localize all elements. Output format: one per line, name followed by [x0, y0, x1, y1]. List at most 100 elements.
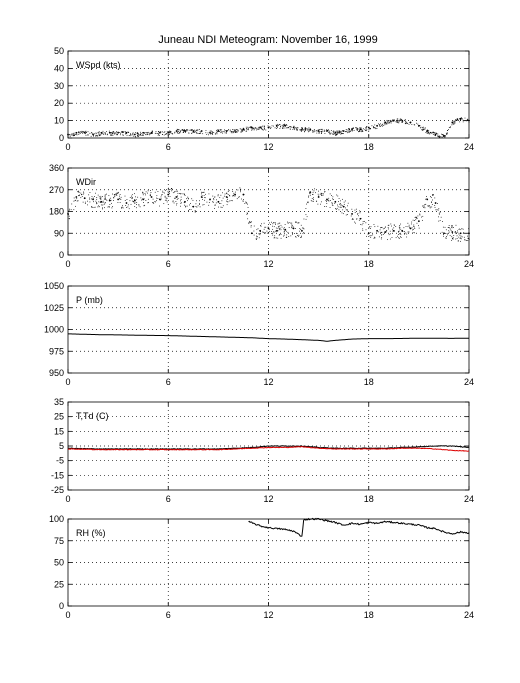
data-dot: [208, 134, 209, 136]
data-dot: [166, 131, 168, 133]
data-dot: [454, 231, 456, 233]
data-dot: [330, 133, 331, 135]
data-dot: [301, 227, 303, 229]
data-dot: [73, 200, 75, 202]
data-dot: [263, 128, 265, 130]
y-tick-label: -25: [51, 485, 64, 495]
data-dot: [272, 228, 274, 230]
data-dot: [232, 129, 233, 131]
data-dot: [179, 193, 181, 195]
data-dot: [461, 228, 463, 229]
data-dot: [230, 131, 232, 133]
data-dot: [83, 191, 84, 193]
data-dot: [327, 199, 329, 201]
data-dot: [341, 212, 343, 214]
data-dot: [129, 135, 131, 137]
data-dot: [234, 191, 236, 193]
data-dot: [93, 207, 95, 209]
x-tick-label: 6: [166, 142, 171, 152]
data-dot: [333, 130, 335, 132]
data-dot: [142, 134, 144, 136]
data-dot: [365, 127, 367, 129]
data-dot: [375, 128, 377, 130]
x-tick-label: 0: [65, 610, 70, 620]
data-dot: [455, 238, 457, 240]
data-dot: [300, 130, 302, 131]
data-dot: [103, 198, 105, 200]
data-dot: [226, 199, 228, 200]
data-dot: [386, 229, 388, 231]
data-dot: [464, 239, 465, 241]
data-dot: [335, 208, 336, 209]
data-dot: [208, 202, 210, 203]
data-dot: [338, 132, 339, 134]
data-dot: [390, 120, 392, 122]
y-tick-label: -5: [56, 456, 64, 466]
data-dot: [458, 233, 460, 235]
data-dot: [132, 132, 134, 134]
data-dot: [431, 206, 433, 208]
data-dot: [400, 233, 402, 235]
data-dot: [174, 197, 176, 199]
data-dot: [398, 230, 400, 232]
data-dot: [420, 126, 422, 128]
data-dot: [316, 132, 318, 134]
data-dot: [340, 133, 342, 135]
data-dot: [341, 130, 343, 132]
data-dot: [95, 132, 97, 134]
data-dot: [417, 215, 419, 217]
data-dot: [250, 126, 252, 127]
data-dot: [419, 125, 421, 127]
data-dot: [234, 131, 236, 133]
data-dot: [132, 134, 134, 136]
data-dot: [340, 207, 342, 208]
x-tick-label: 0: [65, 259, 70, 269]
data-dot: [107, 206, 109, 208]
x-tick-label: 18: [364, 610, 374, 620]
data-point: [317, 130, 320, 132]
data-dot: [428, 130, 430, 132]
data-dot: [143, 198, 145, 200]
data-dot: [230, 200, 232, 201]
data-dot: [242, 131, 244, 133]
data-dot: [165, 197, 167, 199]
data-dot: [70, 209, 72, 211]
data-dot: [261, 127, 262, 129]
data-dot: [84, 203, 86, 204]
data-dot: [366, 235, 367, 237]
data-dot: [397, 119, 399, 121]
data-dot: [335, 133, 337, 135]
data-dot: [386, 120, 388, 122]
data-dot: [379, 123, 381, 125]
data-dot: [188, 132, 190, 134]
data-dot: [290, 222, 292, 224]
data-dot: [358, 219, 360, 221]
data-dot: [121, 207, 122, 209]
data-dot: [104, 197, 106, 199]
data-dot: [180, 202, 182, 204]
data-dot: [411, 221, 413, 223]
data-dot: [250, 221, 252, 222]
data-dot: [292, 129, 294, 130]
data-dot: [87, 134, 89, 135]
data-dot: [383, 231, 385, 233]
data-dot: [453, 123, 455, 125]
data-dot: [313, 131, 315, 133]
data-dot: [182, 193, 184, 195]
data-dot: [307, 201, 308, 203]
data-dot: [449, 227, 450, 229]
data-dot: [420, 127, 422, 129]
data-dot: [405, 121, 407, 123]
data-dot: [240, 188, 242, 190]
data-dot: [187, 129, 189, 131]
data-dot: [134, 135, 136, 137]
data-dot: [84, 201, 86, 203]
data-dot: [144, 193, 146, 194]
data-dot: [432, 132, 434, 133]
data-dot: [196, 206, 198, 208]
data-dot: [432, 194, 433, 196]
data-dot: [291, 222, 293, 224]
data-dot: [280, 229, 282, 231]
data-point: [200, 130, 203, 132]
